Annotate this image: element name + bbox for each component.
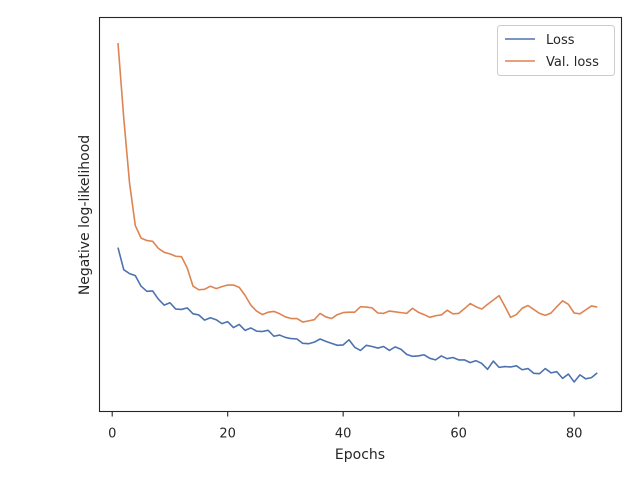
legend-label-loss: Loss: [546, 33, 575, 48]
x-tick-label: 40: [335, 427, 352, 442]
x-axis-label: Epochs: [335, 447, 385, 463]
x-tick-label: 0: [108, 427, 116, 442]
series-layer: [117, 43, 598, 383]
legend-box: [497, 25, 615, 76]
x-tick-label: 20: [219, 427, 236, 442]
legend: Loss Val. loss: [497, 25, 615, 76]
plot-frame: [98, 16, 623, 413]
x-tick-label: 80: [566, 427, 583, 442]
series-line-val-loss: [117, 43, 598, 323]
y-axis-label: Negative log-likelihood: [77, 135, 93, 295]
legend-label-val-loss: Val. loss: [546, 55, 599, 70]
x-axis: 0 20 40 60 80: [108, 411, 583, 442]
series-line-loss: [117, 247, 598, 383]
x-tick-label: 60: [450, 427, 467, 442]
